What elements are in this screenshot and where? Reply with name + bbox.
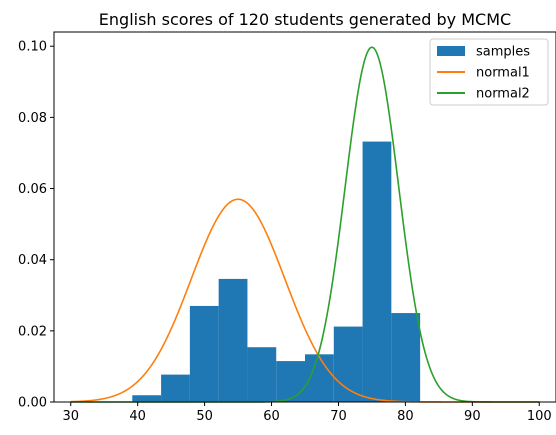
x-tick-label-30: 30 (62, 409, 79, 424)
histogram-bar-3 (189, 305, 219, 402)
x-tick-label-80: 80 (397, 409, 414, 424)
histogram-bar-8 (333, 326, 363, 402)
x-axis: 30 40 50 60 70 80 90 100 (62, 402, 552, 424)
histogram-bar-1 (132, 395, 162, 402)
histogram-bar-2 (161, 374, 190, 402)
y-tick-label-0.04: 0.04 (18, 253, 47, 268)
histogram-bars (132, 141, 421, 403)
plot-frame (53, 31, 556, 403)
x-tick-label-50: 50 (196, 409, 213, 424)
histogram-bar-4 (218, 278, 248, 402)
legend-label-normal1: normal1 (476, 66, 530, 81)
x-tick-label-90: 90 (464, 409, 481, 424)
legend-label-normal2: normal2 (476, 87, 530, 102)
x-tick-label-60: 60 (263, 409, 280, 424)
legend-swatch-samples (437, 46, 465, 56)
y-tick-label-0.10: 0.10 (18, 40, 47, 55)
histogram-bar-5 (247, 347, 277, 402)
chart-title: English scores of 120 students generated… (99, 10, 511, 29)
y-tick-label-0.02: 0.02 (18, 324, 47, 339)
y-tick-label-0.06: 0.06 (18, 182, 47, 197)
y-tick-label-0.08: 0.08 (18, 111, 47, 126)
histogram-bar-9 (362, 141, 392, 403)
legend: samples normal1 normal2 (429, 38, 549, 106)
histogram-bar-10 (391, 313, 421, 402)
histogram-bar-6 (276, 361, 305, 402)
x-tick-label-70: 70 (330, 409, 347, 424)
y-tick-label-0.00: 0.00 (18, 396, 47, 411)
legend-label-samples: samples (476, 45, 530, 60)
y-axis: 0.00 0.02 0.04 0.06 0.08 0.10 (18, 40, 54, 411)
x-tick-label-40: 40 (129, 409, 146, 424)
x-tick-label-100: 100 (527, 409, 552, 424)
